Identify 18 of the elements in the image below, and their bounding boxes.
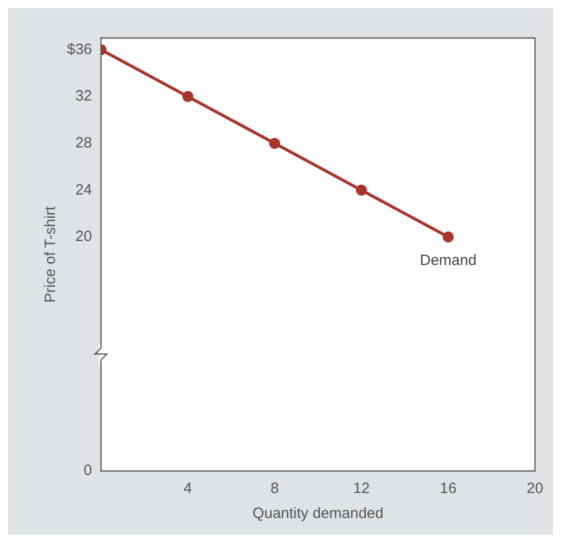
y-tick-label: $36 bbox=[66, 40, 92, 58]
x-tick-label: 20 bbox=[526, 480, 544, 498]
point bbox=[182, 91, 194, 102]
point bbox=[442, 231, 454, 242]
y-axis-title: Price of T-shirt bbox=[42, 205, 60, 303]
x-tick-label: 16 bbox=[440, 480, 457, 498]
y-tick-label: 24 bbox=[75, 181, 92, 198]
x-tick-label: 8 bbox=[270, 480, 279, 498]
x-axis-title: Quantity demanded bbox=[252, 505, 384, 522]
annotation: Demand bbox=[420, 252, 477, 270]
y-tick-label: 0 bbox=[84, 462, 92, 480]
point bbox=[269, 138, 280, 149]
y-tick-label: 32 bbox=[75, 88, 92, 105]
point bbox=[356, 184, 367, 196]
y-tick-label: 20 bbox=[75, 228, 92, 246]
x-tick-label: 4 bbox=[184, 480, 192, 498]
y-tick-label: 28 bbox=[75, 134, 92, 152]
x-tick-label: 12 bbox=[353, 480, 370, 498]
